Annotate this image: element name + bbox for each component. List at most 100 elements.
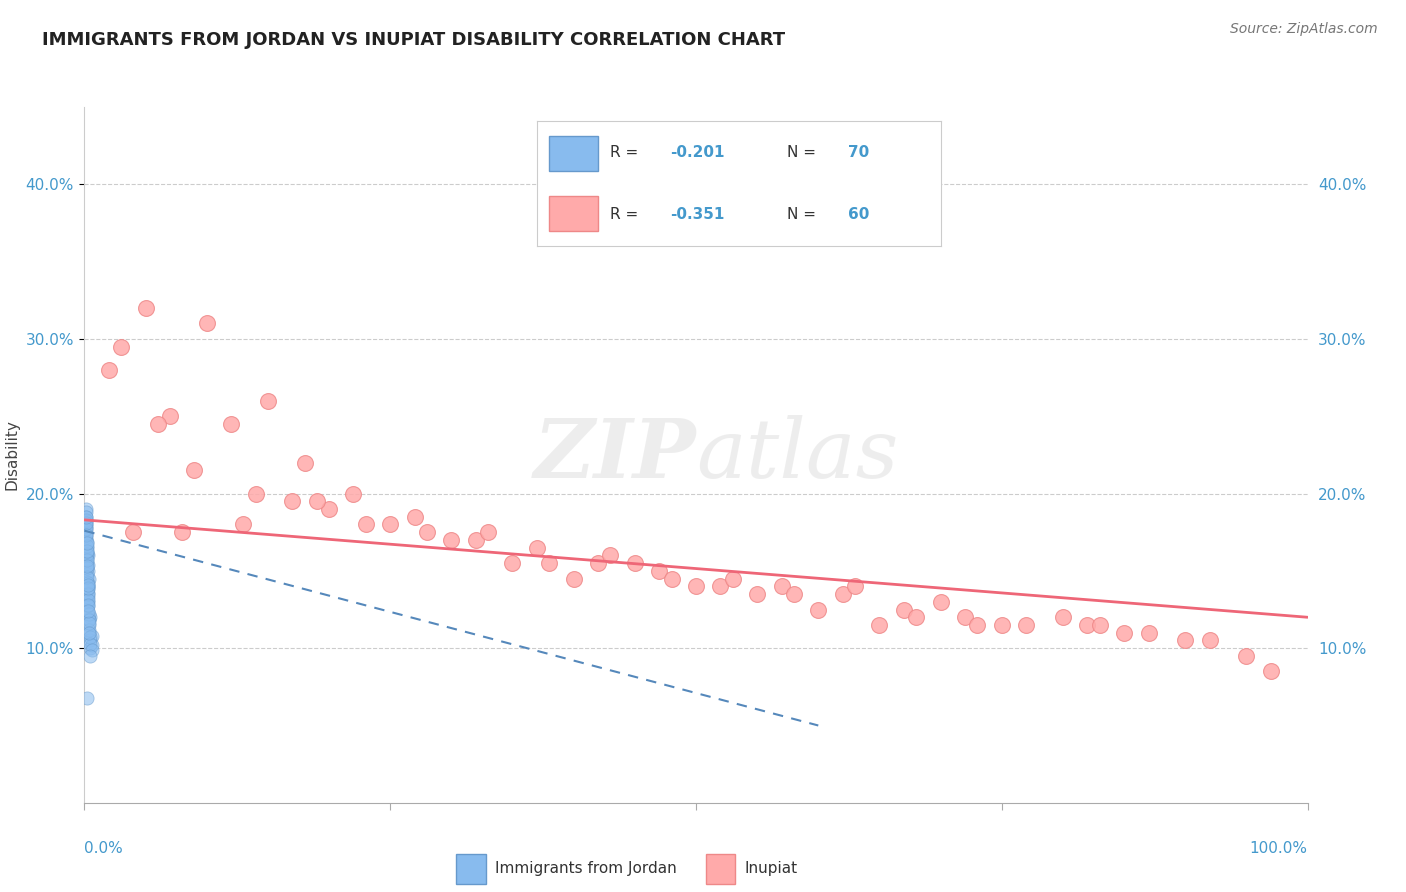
Text: Source: ZipAtlas.com: Source: ZipAtlas.com	[1230, 22, 1378, 37]
Point	[783, 587, 806, 601]
Point	[77, 623, 100, 637]
Point	[77, 582, 100, 597]
Point	[76, 551, 98, 566]
Point	[75, 528, 97, 542]
Text: IMMIGRANTS FROM JORDAN VS INUPIAT DISABILITY CORRELATION CHART: IMMIGRANTS FROM JORDAN VS INUPIAT DISABI…	[42, 31, 786, 49]
Point	[75, 509, 97, 524]
Point	[440, 533, 463, 547]
Point	[75, 515, 97, 529]
Point	[245, 486, 267, 500]
Point	[502, 556, 524, 570]
Point	[75, 519, 97, 533]
Point	[135, 301, 157, 315]
Point	[966, 618, 988, 632]
Point	[318, 502, 340, 516]
Point	[76, 570, 98, 584]
Point	[1236, 648, 1258, 663]
Point	[232, 517, 254, 532]
Point	[76, 549, 98, 563]
Point	[648, 564, 671, 578]
Point	[1015, 618, 1038, 632]
Point	[869, 618, 891, 632]
Point	[76, 595, 98, 609]
Point	[1174, 633, 1197, 648]
Point	[76, 574, 98, 589]
Point	[146, 417, 169, 431]
Point	[77, 595, 100, 609]
Point	[1198, 633, 1220, 648]
Point	[77, 593, 100, 607]
Point	[77, 616, 100, 631]
Text: 100.0%: 100.0%	[1250, 841, 1308, 856]
Point	[159, 409, 181, 424]
Point	[76, 602, 98, 616]
Point	[77, 625, 100, 640]
Point	[991, 618, 1014, 632]
Point	[75, 505, 97, 519]
Point	[929, 595, 952, 609]
Point	[195, 317, 218, 331]
Point	[294, 456, 316, 470]
Point	[77, 585, 100, 599]
Text: 0.0%: 0.0%	[84, 841, 124, 856]
Point	[342, 486, 364, 500]
Point	[76, 559, 98, 574]
Point	[76, 553, 98, 567]
Point	[477, 525, 499, 540]
Point	[1052, 610, 1074, 624]
Point	[538, 556, 561, 570]
Point	[79, 648, 101, 663]
Point	[953, 610, 976, 624]
Point	[80, 629, 103, 643]
Point	[77, 581, 100, 595]
Point	[75, 502, 97, 516]
Point	[110, 340, 132, 354]
Point	[76, 539, 98, 553]
Point	[76, 541, 98, 555]
Point	[305, 494, 328, 508]
Point	[586, 556, 609, 570]
Point	[75, 516, 97, 530]
Point	[905, 610, 928, 624]
Point	[77, 572, 100, 586]
Point	[79, 631, 101, 645]
Point	[709, 579, 731, 593]
Text: atlas: atlas	[696, 415, 898, 495]
Point	[76, 534, 98, 549]
Point	[77, 599, 100, 614]
Point	[354, 517, 377, 532]
Point	[77, 579, 100, 593]
Point	[807, 602, 830, 616]
Point	[77, 579, 100, 593]
Point	[122, 525, 145, 540]
Point	[1076, 618, 1098, 632]
Point	[599, 549, 621, 563]
Point	[721, 572, 744, 586]
Point	[893, 602, 915, 616]
Point	[75, 513, 97, 527]
Point	[685, 579, 707, 593]
Point	[770, 579, 793, 593]
Point	[77, 564, 100, 578]
Point	[183, 463, 205, 477]
Point	[77, 618, 100, 632]
Point	[75, 517, 97, 532]
Point	[281, 494, 304, 508]
Point	[77, 613, 100, 627]
Point	[75, 533, 97, 547]
Point	[77, 558, 100, 572]
Point	[404, 509, 426, 524]
Point	[76, 543, 98, 558]
Point	[661, 572, 683, 586]
Point	[831, 587, 853, 601]
Point	[747, 587, 769, 601]
Point	[77, 576, 100, 591]
Point	[416, 525, 439, 540]
Point	[75, 522, 97, 536]
Point	[79, 641, 101, 656]
Point	[79, 610, 101, 624]
Point	[79, 636, 101, 650]
Point	[77, 625, 100, 640]
Point	[77, 604, 100, 618]
Point	[79, 633, 101, 648]
